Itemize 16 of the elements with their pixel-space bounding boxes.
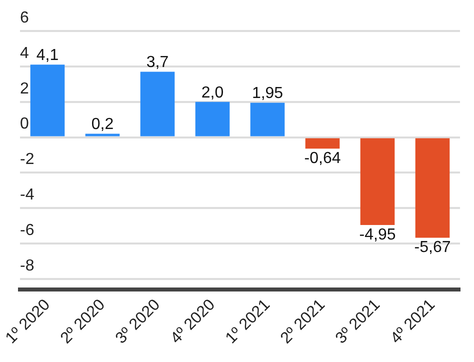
y-tick-label: -6 [20, 222, 34, 240]
data-label: -0,64 [304, 150, 341, 168]
y-tick-label: 4 [20, 44, 29, 62]
y-tick-label: -2 [20, 151, 34, 168]
y-tick-label: -8 [20, 257, 34, 274]
data-label: 0,2 [91, 116, 114, 134]
y-tick-label: -4 [20, 186, 34, 204]
data-label: 2,0 [201, 84, 224, 102]
y-tick-label: 0 [20, 116, 29, 133]
data-label: -4,95 [359, 226, 396, 244]
y-tick-label: 2 [20, 80, 29, 98]
data-label: 4,1 [36, 47, 59, 64]
data-label: -5,67 [414, 239, 451, 256]
data-label: 1,95 [252, 85, 284, 102]
data-label: 3,7 [146, 54, 169, 72]
y-tick-label: 6 [20, 9, 29, 26]
